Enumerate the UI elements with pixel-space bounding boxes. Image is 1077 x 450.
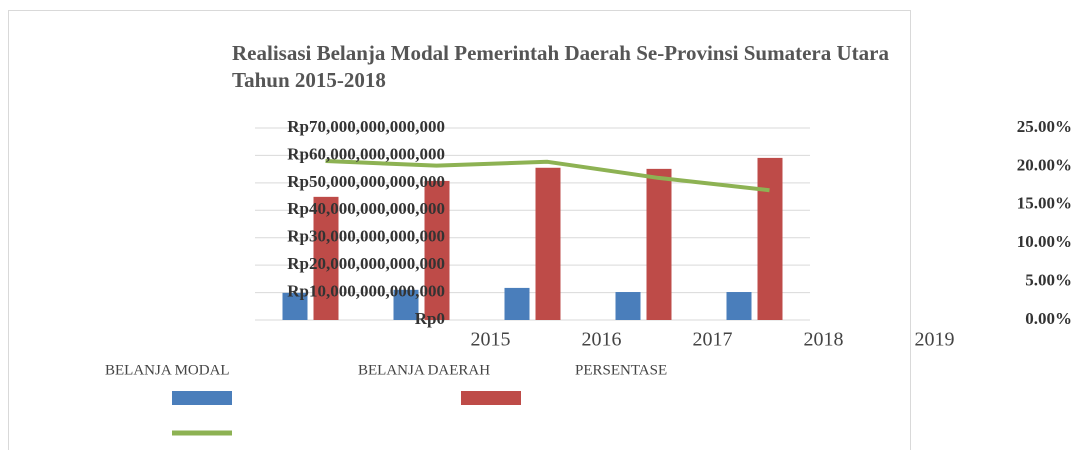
- x-tick-label: 2017: [693, 329, 733, 351]
- y2-tick-label: 5.00%: [1025, 271, 1072, 290]
- x-tick-label: 2018: [804, 329, 844, 351]
- bar: [757, 157, 783, 320]
- bar: [424, 180, 450, 320]
- y-tick-label: Rp30,000,000,000,000: [287, 227, 445, 246]
- y2-tick-label: 15.00%: [1017, 194, 1072, 213]
- legend-label: BELANJA MODAL: [105, 362, 230, 378]
- y2-tick-label: 20.00%: [1017, 155, 1072, 174]
- y2-tick-label: 10.00%: [1017, 232, 1072, 251]
- x-tick-label: 2019: [915, 329, 955, 351]
- y-tick-label: Rp20,000,000,000,000: [287, 254, 445, 273]
- x-tick-label: 2015: [471, 329, 511, 351]
- legend-label: BELANJA DAERAH: [358, 362, 490, 378]
- y2-tick-label: 25.00%: [1017, 117, 1072, 136]
- y-tick-label: Rp40,000,000,000,000: [287, 199, 445, 218]
- chart-subtitle: Tahun 2015-2018: [232, 68, 386, 92]
- chart-frame: [8, 10, 911, 450]
- bar: [504, 287, 530, 320]
- bar: [393, 289, 419, 320]
- y-tick-label: Rp70,000,000,000,000: [287, 117, 445, 136]
- y-tick-label: Rp0: [415, 309, 445, 328]
- bar: [535, 167, 561, 320]
- y-tick-label: Rp10,000,000,000,000: [287, 281, 445, 300]
- legend-swatch: [461, 391, 521, 405]
- x-tick-label: 2016: [582, 329, 622, 351]
- bar: [282, 292, 308, 320]
- y2-tick-label: 0.00%: [1025, 309, 1072, 328]
- legend-swatch: [172, 391, 232, 405]
- chart-title: Realisasi Belanja Modal Pemerintah Daera…: [232, 41, 889, 65]
- bar: [615, 292, 641, 320]
- legend-label: PERSENTASE: [575, 362, 667, 378]
- bar: [646, 168, 672, 320]
- y-tick-label: Rp50,000,000,000,000: [287, 172, 445, 191]
- y-tick-label: Rp60,000,000,000,000: [287, 144, 445, 163]
- line: [325, 159, 770, 193]
- bar: [313, 196, 339, 320]
- bar: [726, 292, 752, 320]
